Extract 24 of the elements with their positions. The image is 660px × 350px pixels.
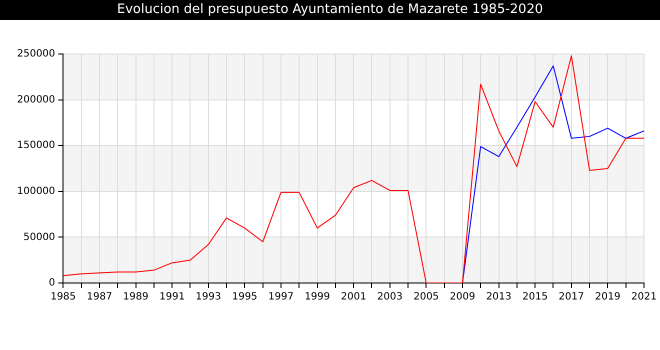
x-tick-label: 1997 bbox=[268, 292, 294, 303]
y-tick-label: 100000 bbox=[16, 186, 56, 197]
x-tick-label: 1999 bbox=[304, 292, 330, 303]
x-tick-label: 2001 bbox=[340, 292, 366, 303]
y-tick-label: 50000 bbox=[23, 232, 56, 243]
y-tick-label: 200000 bbox=[16, 94, 56, 106]
x-tick-label: 2003 bbox=[377, 292, 403, 303]
chart-title: Evolucion del presupuesto Ayuntamiento de Mazarete 1985-2020 bbox=[0, 0, 660, 20]
x-tick-label: 2017 bbox=[558, 292, 584, 303]
x-tick-label: 1995 bbox=[232, 292, 258, 303]
x-tick-label: 2019 bbox=[594, 292, 620, 303]
x-tick-label: 2009 bbox=[450, 292, 476, 303]
y-tick-label: 150000 bbox=[16, 140, 56, 152]
x-tick-label: 2013 bbox=[486, 292, 512, 303]
y-tick-label: 0 bbox=[48, 278, 56, 289]
x-tick-label: 1985 bbox=[50, 292, 76, 303]
x-tick-label: 2015 bbox=[522, 292, 548, 303]
y-tick-label: 250000 bbox=[16, 48, 56, 60]
x-tick-label: 2005 bbox=[413, 292, 439, 303]
x-tick-label: 1987 bbox=[86, 292, 112, 303]
x-tick-label: 1993 bbox=[196, 292, 222, 303]
x-tick-label: 2021 bbox=[631, 292, 657, 303]
x-tick-label: 1991 bbox=[159, 292, 185, 303]
x-tick-label: 1989 bbox=[123, 292, 149, 303]
